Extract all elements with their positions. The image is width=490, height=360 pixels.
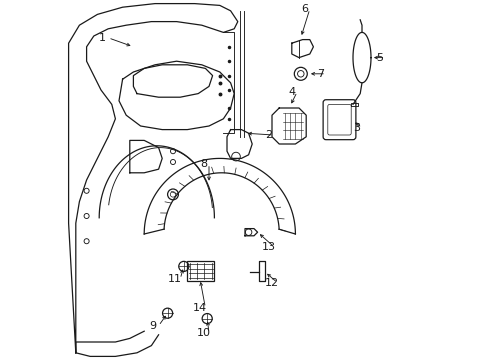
Bar [187, 261, 215, 281]
Text: 11: 11 [168, 274, 182, 284]
FancyBboxPatch shape [328, 104, 351, 135]
FancyBboxPatch shape [323, 100, 356, 140]
Text: 8: 8 [200, 159, 207, 169]
Text: 3: 3 [353, 123, 360, 133]
Text: 7: 7 [317, 69, 324, 79]
Text: 10: 10 [196, 328, 211, 338]
Text: 12: 12 [265, 278, 279, 288]
Text: 14: 14 [193, 303, 207, 313]
Text: 13: 13 [261, 242, 275, 252]
Text: 6: 6 [301, 4, 308, 14]
Text: 2: 2 [265, 130, 272, 140]
Text: 9: 9 [149, 321, 157, 331]
Text: 4: 4 [288, 87, 295, 97]
Text: 1: 1 [99, 33, 106, 43]
Text: 5: 5 [376, 53, 384, 63]
